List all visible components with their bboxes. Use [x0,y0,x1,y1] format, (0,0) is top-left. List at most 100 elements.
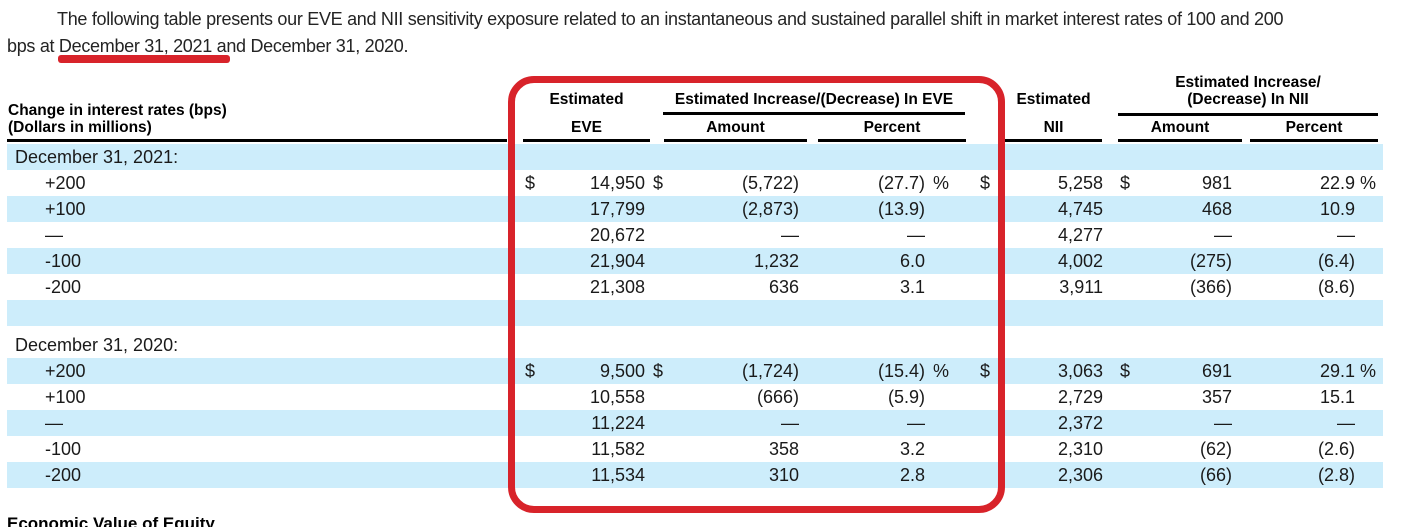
row-label: +100 [45,199,86,219]
eve-value: 9,500 [599,361,645,381]
row-label: -200 [45,277,82,297]
nii-amt-value: — [1214,225,1232,245]
nii-pct-value: — [1337,225,1355,245]
section-label: December 31, 2021: [15,147,179,167]
table-row-2021-zero: — 20,672 — — 4,277 — — [7,222,1383,248]
nii-value: 4,745 [1057,199,1103,219]
nii-group-underline [1118,113,1378,116]
eve-amt-value: 1,232 [753,251,799,271]
row-label: -100 [45,439,82,459]
nii-amt-dollar: $ [1119,361,1130,381]
row-label: +200 [45,173,86,193]
table-row-2020-plus100: +100 10,558 (666) (5.9) 2,729 357 15.1 [7,384,1383,410]
eve-amt-value: (5,722) [741,173,799,193]
eve-group-underline [663,112,965,115]
eve-amt-value: (2,873) [741,199,799,219]
nii-pct-value: (2.8) [1317,465,1355,485]
eve-pct-value: 3.1 [899,277,925,297]
nii-dollar: $ [979,173,990,193]
eve-pct-value: — [907,413,925,433]
header-estimated-nii-line1: Estimated [1016,91,1091,108]
eve-amount-col-underline [664,139,807,142]
table-row-2021-minus100: -100 21,904 1,232 6.0 4,002 (275) (6.4) [7,248,1383,274]
nii-amt-value: (275) [1189,251,1232,271]
nii-pct-value: (2.6) [1317,439,1355,459]
nii-pct-value: 10.9 [1319,199,1355,219]
eve-value: 11,534 [591,465,645,485]
label-col-underline [7,139,507,142]
nii-amt-value: 468 [1201,199,1232,219]
nii-value: 3,911 [1059,277,1103,297]
eve-pct-value: (15.4) [877,361,925,381]
row-label: -200 [45,465,82,485]
row-label: — [45,413,63,433]
header-nii-amount: Amount [1150,119,1210,136]
header-nii-group-line2: (Decrease) In NII [1187,91,1309,108]
table-row-2020-zero: — 11,224 — — 2,372 — — [7,410,1383,436]
header-estimated-eve-line2: EVE [570,119,602,136]
nii-amt-dollar: $ [1119,173,1130,193]
row-label: -100 [45,251,82,271]
eve-amt-value: — [781,413,799,433]
nii-amt-value: — [1214,413,1232,433]
eve-value: 14,950 [589,173,645,193]
table-row-2021-plus100: +100 17,799 (2,873) (13.9) 4,745 468 10.… [7,196,1383,222]
row-label: +200 [45,361,86,381]
eve-pct-value: 6.0 [899,251,925,271]
header-row-label: Change in interest rates (bps) (Dollars … [8,102,227,136]
nii-amt-value: (366) [1189,277,1232,297]
nii-amt-value: 357 [1201,387,1232,407]
header-eve-percent: Percent [863,119,921,136]
header-estimated-nii-line2: NII [1043,119,1064,136]
red-circle-annotation [508,76,1005,513]
table-row-2020-minus100: -100 11,582 358 3.2 2,310 (62) (2.6) [7,436,1383,462]
eve-value: 11,582 [591,439,645,459]
nii-value: 5,258 [1057,173,1103,193]
eve-dollar: $ [525,173,536,193]
header-nii-percent: Percent [1285,119,1343,136]
nii-amt-value: 691 [1201,361,1232,381]
nii-pct-value: (6.4) [1317,251,1355,271]
nii-dollar: $ [979,361,990,381]
eve-value: 21,904 [589,251,645,271]
eve-pct-value: (5.9) [887,387,925,407]
red-underline-annotation [58,55,230,63]
nii-value: 2,372 [1057,413,1103,433]
row-label: — [45,225,63,245]
nii-pct-sign: % [1360,173,1377,193]
nii-percent-col-underline [1250,139,1378,142]
nii-amt-value: (62) [1199,439,1232,459]
eve-amt-value: (1,724) [741,361,799,381]
nii-pct-value: — [1337,413,1355,433]
table-row-2021-plus200: +200 $ 14,950 $ (5,722) (27.7) % $ 5,258… [7,170,1383,196]
header-row-label-line1: Change in interest rates (bps) [8,102,227,119]
nii-amount-col-underline [1118,139,1242,142]
eve-amt-value: 636 [768,277,799,297]
intro-paragraph-line1: The following table presents our EVE and… [57,9,1284,29]
header-eve-amount: Amount [706,119,765,136]
eve-amt-dollar: $ [653,361,664,381]
nii-pct-value: 15.1 [1319,387,1355,407]
nii-value: 4,277 [1057,225,1103,245]
table-row-2020-plus200: +200 $ 9,500 $ (1,724) (15.4) % $ 3,063 … [7,358,1383,384]
nii-pct-value: 29.1 [1319,361,1355,381]
header-row-label-line2: (Dollars in millions) [8,119,152,136]
header-estimated-eve-line1: Estimated [549,91,624,108]
eve-value: 17,799 [589,199,645,219]
eve-amt-value: 358 [768,439,799,459]
eve-amt-value: 310 [768,465,799,485]
eve-value: 20,672 [589,225,645,245]
nii-pct-sign: % [1360,361,1377,381]
table-row-2021-minus200: -200 21,308 636 3.1 3,911 (366) (8.6) [7,274,1383,300]
table-row-2020-minus200: -200 11,534 310 2.8 2,306 (66) (2.8) [7,462,1383,488]
next-section-heading: Economic Value of Equity [7,514,215,527]
eve-pct-sign: % [933,361,950,381]
eve-pct-value: 2.8 [899,465,925,485]
section-row-2021: December 31, 2021: [7,144,1383,170]
eve-percent-col-underline [818,139,966,142]
nii-value: 2,310 [1057,439,1103,459]
section-row-2020: December 31, 2020: [7,332,1383,358]
blank-spacer-row [7,300,1383,326]
nii-value: 2,306 [1057,465,1103,485]
